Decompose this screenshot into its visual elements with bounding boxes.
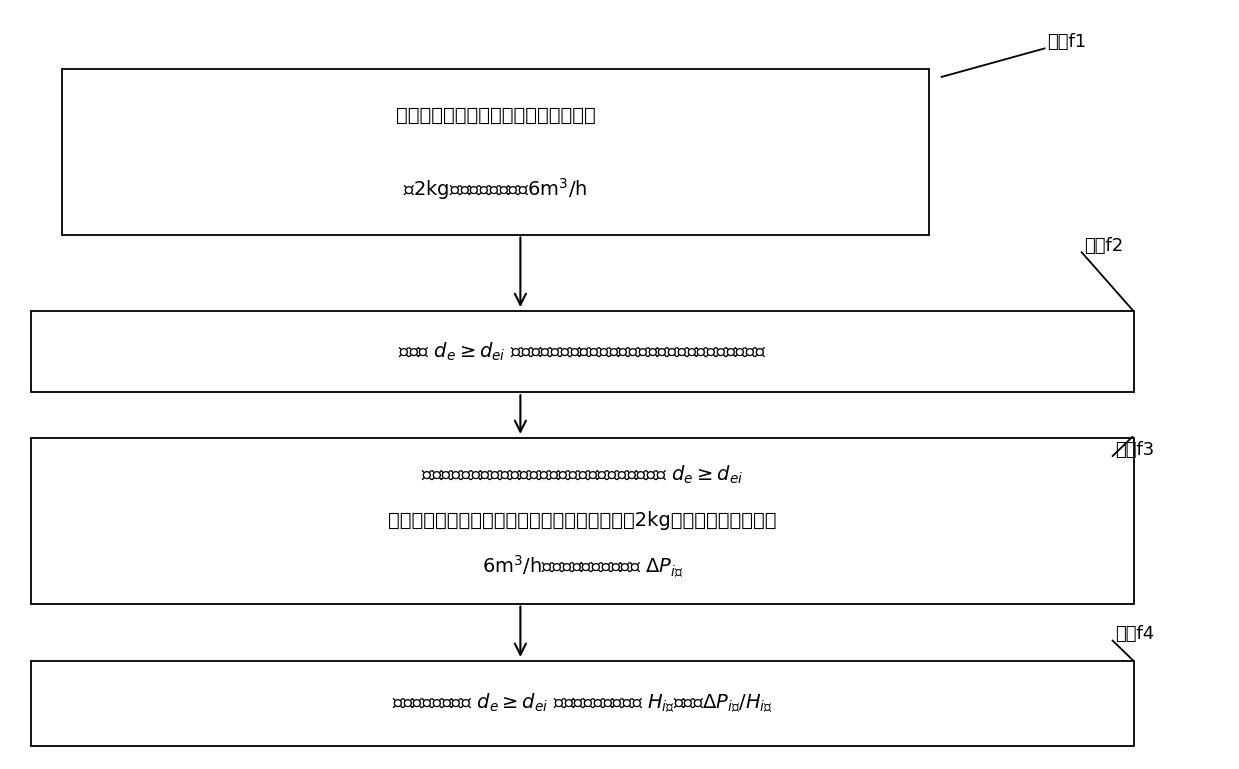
Text: 步骤f2: 步骤f2 [1084, 237, 1124, 255]
Text: 6m$^3$/h时，压差计的读数即为 $\Delta P_{i总}$: 6m$^3$/h时，压差计的读数即为 $\Delta P_{i总}$ [482, 554, 683, 581]
Text: 设定焦炭压差测量装置中压力计标准值: 设定焦炭压差测量装置中压力计标准值 [395, 105, 596, 125]
Bar [31, 438, 1134, 604]
Text: 步骤f3: 步骤f3 [1115, 441, 1155, 459]
Bar [31, 311, 1134, 392]
Text: 步骤f1: 步骤f1 [1047, 33, 1087, 52]
Bar [31, 661, 1134, 746]
Text: 各粒级焦炭试样进行吹气，当压力表实际读数为2kg、流量计实际读数为: 各粒级焦炭试样进行吹气，当压力表实际读数为2kg、流量计实际读数为 [388, 511, 777, 531]
Text: 向焦炭压差测量装置导入压缩气体，从焦炭槽底部对包含 $d_e\geq d_{ei}$: 向焦炭压差测量装置导入压缩气体，从焦炭槽底部对包含 $d_e\geq d_{ei… [421, 464, 743, 486]
Text: 为2kg、流量计标准值为6m$^3$/h: 为2kg、流量计标准值为6m$^3$/h [404, 176, 587, 201]
Bar [62, 69, 929, 235]
Text: 根据焦炭槽中包含 $d_e\geq d_{ei}$ 各粒级焦炭试样高度 $H_{i总}$，得到$\Delta P_{i总}$/$H_{i总}$: 根据焦炭槽中包含 $d_e\geq d_{ei}$ 各粒级焦炭试样高度 $H_{… [392, 692, 773, 715]
Text: 将包含 $d_e\geq d_{ei}$ 各粒级焦炭试样压均匀地放入焦炭压差测量装置的焦炭槽中: 将包含 $d_e\geq d_{ei}$ 各粒级焦炭试样压均匀地放入焦炭压差测量… [398, 341, 767, 363]
Text: 步骤f4: 步骤f4 [1115, 625, 1155, 644]
